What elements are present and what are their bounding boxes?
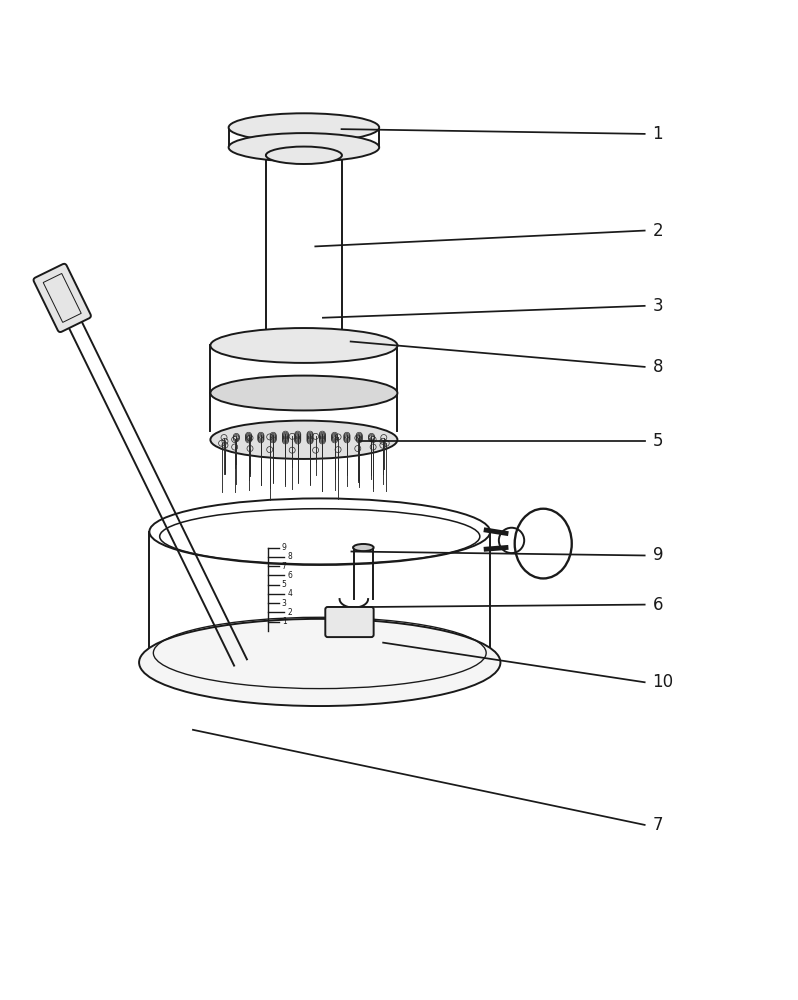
FancyBboxPatch shape [34, 264, 91, 332]
Text: 3: 3 [653, 297, 663, 315]
Text: 6: 6 [287, 571, 292, 580]
Text: 8: 8 [653, 358, 663, 376]
Text: 3: 3 [282, 599, 286, 608]
Text: 7: 7 [282, 562, 286, 571]
Ellipse shape [228, 113, 379, 142]
Ellipse shape [353, 544, 373, 551]
Text: 4: 4 [287, 589, 292, 598]
Text: 9: 9 [653, 546, 663, 564]
Text: 7: 7 [653, 816, 663, 834]
Ellipse shape [211, 376, 397, 410]
Text: 10: 10 [653, 673, 674, 691]
Text: 9: 9 [282, 543, 286, 552]
Text: 1: 1 [653, 125, 663, 143]
Text: 2: 2 [653, 222, 663, 240]
Ellipse shape [211, 421, 397, 459]
Ellipse shape [139, 619, 500, 706]
Text: 5: 5 [282, 580, 286, 589]
Text: 1: 1 [282, 617, 286, 626]
Text: 8: 8 [287, 552, 292, 561]
Ellipse shape [228, 133, 379, 162]
Bar [43, 273, 81, 322]
Text: 5: 5 [653, 432, 663, 450]
Text: 6: 6 [653, 596, 663, 614]
Ellipse shape [266, 147, 342, 164]
Text: 2: 2 [287, 608, 292, 617]
Ellipse shape [211, 328, 397, 363]
FancyBboxPatch shape [326, 607, 373, 637]
